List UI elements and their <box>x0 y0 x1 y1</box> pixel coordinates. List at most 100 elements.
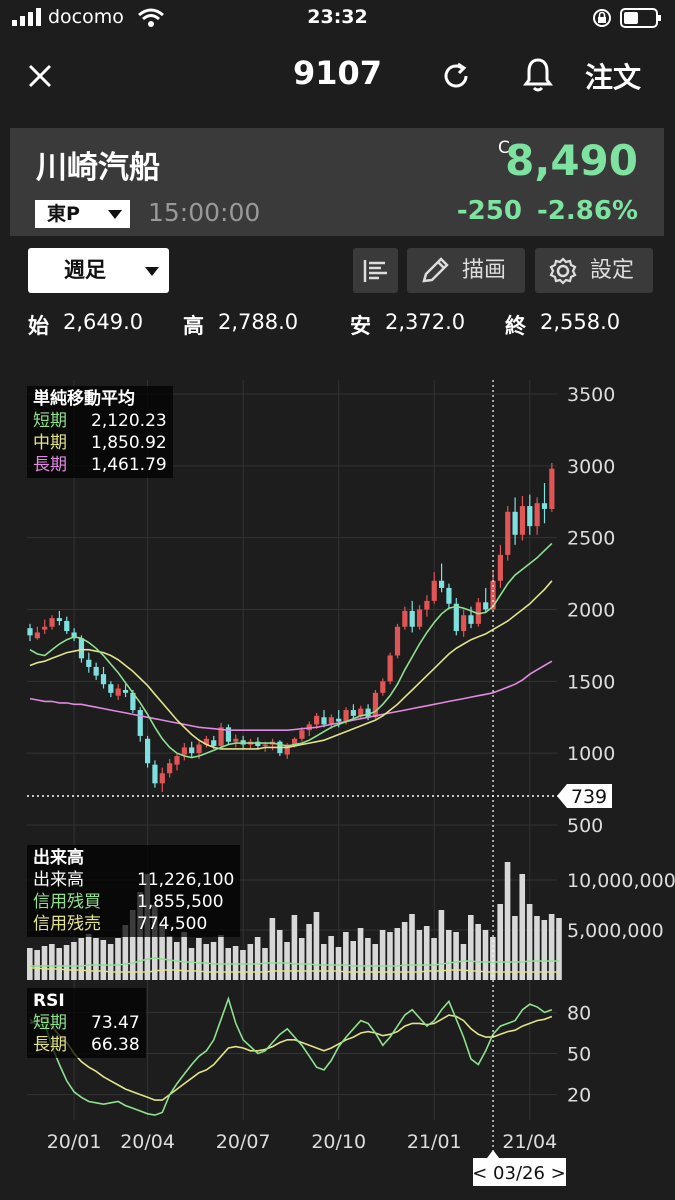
volume-bar <box>556 918 562 980</box>
stock-code-title: 9107 <box>292 54 383 92</box>
candle <box>409 610 415 627</box>
candle <box>394 626 401 656</box>
legend-value: 1,855,500 <box>137 892 224 912</box>
volume-bar <box>423 926 430 980</box>
rsi-legend: RSI 短期 73.47 長期 66.38 <box>27 988 146 1058</box>
quote-time: 15:00:00 <box>148 198 261 227</box>
rotation-lock-icon <box>593 9 611 27</box>
candle <box>541 503 548 509</box>
volume-bar <box>27 948 33 980</box>
close-icon[interactable] <box>22 58 58 94</box>
close-key: 終 <box>505 314 526 338</box>
date-tick-label: 21/01 <box>407 1131 462 1153</box>
volume-bar <box>71 942 77 980</box>
candle <box>233 738 239 742</box>
margin-buy-line <box>30 957 560 967</box>
bell-icon[interactable] <box>520 56 556 94</box>
date-tick-label: 20/10 <box>311 1131 366 1153</box>
candle <box>145 738 151 764</box>
gear-icon <box>549 257 577 285</box>
legend-row: 出来高 11,226,100 <box>33 869 234 891</box>
price-change: -250 -2.86% <box>457 196 638 226</box>
volume-bar <box>188 948 195 980</box>
price-tick-label: 1500 <box>567 671 615 693</box>
sma-legend: 単純移動平均 短期 2,120.23 中期 1,850.92 長期 1,461.79 <box>27 386 173 478</box>
settings-label: 設定 <box>590 258 635 283</box>
period-select[interactable]: 週足 <box>28 248 169 293</box>
legend-key: 中期 <box>33 433 67 453</box>
order-button[interactable]: 注文 <box>585 61 642 94</box>
open-value: 2,649.0 <box>63 310 144 334</box>
settings-button[interactable]: 設定 <box>535 248 653 293</box>
volume-bar <box>534 916 540 980</box>
volume-bar <box>350 941 356 980</box>
volume-bar <box>504 862 511 980</box>
volume-bar <box>298 938 305 980</box>
ohlc-row: 始 2,649.0 高 2,788.0 安 2,372.0 終 2,558.0 <box>0 310 675 344</box>
legend-key: 短期 <box>33 411 67 431</box>
candle <box>108 684 114 693</box>
market-select[interactable]: 東P <box>35 200 130 228</box>
candle <box>42 626 48 630</box>
volume-bar <box>93 938 99 980</box>
nav-bar: 9107 注文 <box>0 40 675 116</box>
company-name: 川崎汽船 <box>36 150 160 186</box>
volume-bar <box>181 932 187 980</box>
volume-bar <box>218 935 224 980</box>
indicator-list-button[interactable] <box>353 248 398 293</box>
reload-icon[interactable] <box>438 58 474 94</box>
sma-short-line <box>29 542 553 759</box>
caret-down-icon <box>145 267 159 276</box>
high-value: 2,788.0 <box>218 310 299 334</box>
candle <box>196 744 202 754</box>
volume-bar <box>328 936 334 980</box>
volume-bar <box>475 924 481 980</box>
volume-bar <box>56 948 62 980</box>
date-tick-label: 20/04 <box>120 1131 175 1153</box>
stock-chart[interactable]: 3500 3000 2500 2000 1500 1000 500 20/01 20/04 20/… <box>0 380 675 1200</box>
volume-bar <box>379 930 386 980</box>
volume-bar <box>438 910 445 980</box>
sma-legend-title: 単純移動平均 <box>33 389 135 409</box>
volume-bar <box>41 946 48 980</box>
candle <box>203 738 209 745</box>
price-change-percent: -2.86% <box>537 196 638 226</box>
rsi-tick-label: 80 <box>567 1002 591 1024</box>
draw-button[interactable]: 描画 <box>407 248 525 293</box>
volume-bar <box>482 930 489 980</box>
volume-bar <box>372 944 379 980</box>
open-key: 始 <box>28 314 49 338</box>
candle <box>167 763 173 774</box>
candle <box>402 610 408 627</box>
market-label: 東P <box>47 203 80 225</box>
volume-bar <box>49 944 55 980</box>
candle <box>34 632 40 639</box>
candle <box>321 717 327 725</box>
volume-bar <box>548 914 555 980</box>
candle <box>497 554 503 581</box>
volume-bar <box>284 942 290 980</box>
volume-bar <box>468 915 474 980</box>
candle <box>56 618 62 621</box>
candle <box>431 580 437 601</box>
legend-row: 短期 73.47 <box>33 1012 140 1034</box>
battery-icon <box>620 8 661 28</box>
volume-bar <box>445 930 452 980</box>
volume-bar <box>431 938 437 980</box>
candle <box>284 744 290 755</box>
volume-bar <box>100 940 107 980</box>
volume-bar <box>210 942 217 980</box>
candle <box>292 738 298 745</box>
date-tick-label: 21/04 <box>502 1131 557 1153</box>
legend-key: 長期 <box>33 455 67 475</box>
candle <box>189 747 195 754</box>
volume-bar <box>357 928 364 980</box>
volume-bar <box>63 945 70 980</box>
volume-bar <box>335 947 342 980</box>
candle <box>225 727 232 742</box>
list-icon <box>363 260 387 282</box>
candle <box>350 710 356 716</box>
candle <box>86 659 92 667</box>
volume-bar <box>262 948 268 980</box>
candle <box>534 503 540 527</box>
